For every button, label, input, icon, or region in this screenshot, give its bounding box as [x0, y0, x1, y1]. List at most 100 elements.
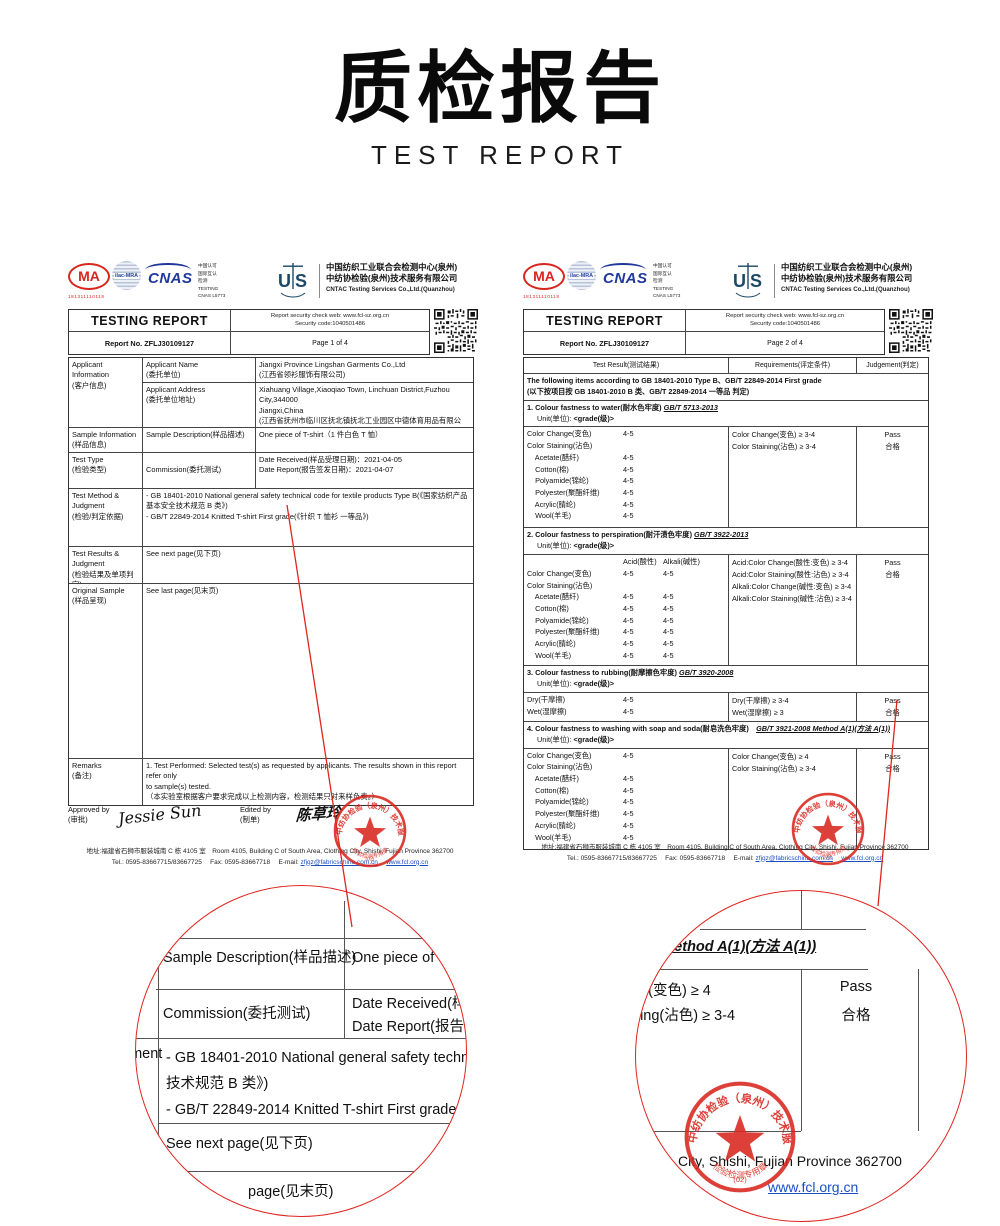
table-line — [344, 938, 345, 1038]
mag-judgment-fragment: gment — [136, 1046, 163, 1062]
result-row: Acetate(醋纤) 4-5 4-5 — [527, 592, 674, 602]
table-line — [801, 891, 802, 929]
sample-desc-label: Sample Description(样品描述) — [143, 428, 256, 453]
result-row: Polyamide(锦纶) 4-5 — [527, 476, 634, 486]
result-row: Color Change(变色) 4-5 4-5 — [527, 569, 674, 579]
table-line — [136, 1038, 466, 1039]
report-header-table: TESTING REPORT Report security check web… — [68, 309, 430, 355]
result-row: Polyamide(锦纶) 4-5 4-5 — [527, 615, 674, 625]
footer-email-label: E-mail: — [733, 854, 754, 862]
result-row: Acrylic(腈纶) 4-5 — [527, 499, 634, 509]
commission-label: Commission(委托测试) — [143, 453, 256, 489]
mag-sample-desc-value: One piece of T-shirt（1 件白色 T 恤） — [352, 950, 467, 966]
section-3-title: 3. Colour fastness to rubbing(耐摩擦色牢度) GB… — [524, 665, 928, 692]
magnifier-right: 8 Method A(1)(方法 A(1)) ge(变色) ≥ 4 ning(沾… — [635, 890, 967, 1222]
mag-date-report: Date Report(报告签发日期)：2021-04-07 — [352, 1019, 466, 1035]
mag-sample-desc-label: Sample Description(样品描述) — [163, 950, 357, 966]
mag-address-fragment: City, Shishi, Fujian Province 362700 — [678, 1153, 902, 1169]
section-2-results: Acid(酸性) Alkali(碱性) Color Change(变色) 4-5 4… — [524, 555, 729, 666]
org-name-cn-2: 中纺协检验(泉州)技术服务有限公司 — [326, 273, 458, 284]
signature-row: Approved by (审批) Jessie Sun Edited by (制单)… — [68, 801, 472, 845]
applicant-table: Applicant Information (客户信息) Applicant Na… — [68, 357, 474, 806]
table-line — [918, 969, 919, 1131]
remarks-label-cell: Remarks (备注) — [69, 759, 143, 805]
testing-report-title: TESTING REPORT — [524, 310, 686, 332]
col-requirements: Requirements(评定条件) — [729, 358, 857, 373]
sample-desc-value: One piece of T-shirt（1 件白色 T 恤） — [256, 428, 473, 453]
original-sample-value: See last page(见末页) — [143, 584, 473, 759]
mag-commission-label: Commission(委托测试) — [163, 1006, 311, 1022]
ilac-mra-logo: ilac-MRA — [567, 261, 596, 290]
applicant-info-cell: Applicant Information (客户信息) — [69, 358, 143, 428]
table-line — [801, 969, 802, 1131]
mag-see-last-page: page(见末页) — [248, 1184, 334, 1200]
section-1-title: 1. Colour fastness to water(耐水色牢度) GB/T … — [524, 399, 928, 427]
cnas-logo: CNAS — [600, 263, 648, 287]
website-link[interactable]: www.fcl.org.cn — [386, 858, 429, 866]
section-2-requirements: Acid:Color Change(酸性:变色) ≥ 3-4 Acid:Color… — [729, 555, 857, 666]
mag-judgement-pass-cn: 合格 — [841, 1008, 871, 1024]
remarks-value-cell: 1. Test Performed: Selected test(s) as r… — [146, 761, 457, 802]
section-1-judgement: Pass 合格 — [884, 430, 901, 452]
footer-fax: Fax: 0595-83667718 — [210, 858, 271, 866]
footer-address: 地址:福建省石狮市服装城南 C 栋 4105 室 Room 4105, Buil… — [86, 848, 454, 855]
table-line — [344, 901, 345, 938]
result-row: Wool(羊毛) 4-5 4-5 — [527, 650, 674, 660]
cma-number: 181311110118 — [523, 294, 560, 299]
footer-fax: Fax: 0595-83667718 — [665, 854, 726, 862]
mag-judgement-pass: Pass — [839, 979, 873, 995]
section-2-judgement: Pass 合格 — [884, 558, 901, 580]
result-row: Color Staining(沾色) — [527, 762, 593, 772]
mag-date-received: Date Received(样品受理日期)：2021-04-05 — [352, 996, 467, 1012]
qr-code — [434, 308, 478, 354]
agency-logos: MA 181311110118 ilac-MRA CNAS 中国认可 国际互认 检测… — [523, 257, 935, 307]
page-indicator: Page 1 of 4 — [312, 339, 348, 347]
org-name-cn-1: 中国纺织工业联合会检测中心(泉州) — [326, 262, 458, 272]
page-indicator: Page 2 of 4 — [767, 339, 803, 347]
original-sample-cell: Original Sample (样品呈现) — [69, 584, 143, 759]
method-value-cell: - GB 18401-2010 National general safety … — [143, 489, 473, 547]
applicant-name-label: Applicant Name (委托单位) — [143, 358, 256, 383]
accreditation-text: 中国认可 国际互认 检测 TESTING CNAS L5773 — [198, 263, 226, 299]
company-stamp — [332, 793, 408, 869]
table-line — [636, 1131, 801, 1132]
testing-report-title: TESTING REPORT — [69, 310, 231, 332]
method-label-cell: Test Method & Judgment (检验/判定依据) — [69, 489, 143, 547]
section-1-results: Color Change(变色) 4-5 Color Staining(沾色) Ac… — [524, 427, 729, 528]
section-1-requirements: Color Change(变色) ≥ 3-4 Color Staining(沾色)… — [729, 427, 857, 528]
section-2-title: 2. Colour fastness to perspiration(耐汗渍色牢… — [524, 527, 928, 554]
result-row: Acetate(醋纤) 4-5 — [527, 774, 634, 784]
mag-method-ref: 8 Method A(1)(方法 A(1)) — [650, 939, 817, 955]
cma-number: 181311110118 — [68, 294, 105, 299]
result-row: Polyester(聚酯纤维) 4-5 — [527, 809, 634, 819]
security-check-line: Report security check web: www.fcl-sz.or… — [270, 312, 390, 319]
section-3-data: Dry(干摩擦) 4-5 Wet(湿摩擦) 4-5 Dry(干摩擦) ≥ 3-4 Wet… — [524, 692, 928, 721]
company-stamp-large — [682, 1079, 798, 1195]
org-name-en: CNTAC Testing Services Co.,Ltd.(Quanzhou… — [781, 285, 910, 293]
col-judgement: Judgement(判定) — [866, 361, 919, 369]
footer-right: 地址:福建省石狮市服装城南 C 栋 4105 室 Room 4105, Buil… — [515, 843, 935, 864]
footer-address: 地址:福建省石狮市服装城南 C 栋 4105 室 Room 4105, Buil… — [541, 844, 909, 851]
section-3-judgement: Pass 合格 — [884, 696, 901, 718]
result-row: Color Staining(沾色) — [527, 580, 593, 590]
page-title: 质检报告 — [333, 44, 666, 132]
section-2-data: Acid(酸性) Alkali(碱性) Color Change(变色) 4-5 4… — [524, 554, 928, 666]
report-page-1: MA 181311110118 ilac-MRA CNAS 中国认可 国际互认 检测… — [60, 255, 480, 880]
cntac-us-logo — [731, 261, 765, 301]
cma-logo: MA — [68, 263, 110, 290]
email-link[interactable]: zfjqz@fabricschina.com.cn — [755, 854, 833, 862]
result-row: Color Change(变色) 4-5 — [527, 429, 634, 439]
results-table: Test Result(测试结果) Requirements(评定条件) Jud… — [523, 357, 929, 850]
applicant-name-value: Jiangxi Province Lingshan Garments Co.,L… — [256, 358, 473, 383]
mag-method-2: 技术规范 B 类》) — [166, 1076, 269, 1092]
ilac-mra-logo: ilac-MRA — [112, 261, 141, 290]
website-link[interactable]: www.fcl.org.cn — [841, 854, 884, 862]
org-name-cn-2: 中纺协检验(泉州)技术服务有限公司 — [781, 273, 913, 284]
result-row: Dry(干摩擦) 4-5 — [527, 695, 634, 705]
company-stamp — [790, 791, 866, 867]
logo-divider — [319, 264, 320, 298]
result-row: Wool(羊毛) 4-5 — [527, 832, 634, 842]
qr-code — [889, 308, 933, 354]
col-test-result: Test Result(测试结果) — [524, 358, 729, 373]
mag-website-link[interactable]: www.fcl.org.cn — [768, 1179, 859, 1195]
